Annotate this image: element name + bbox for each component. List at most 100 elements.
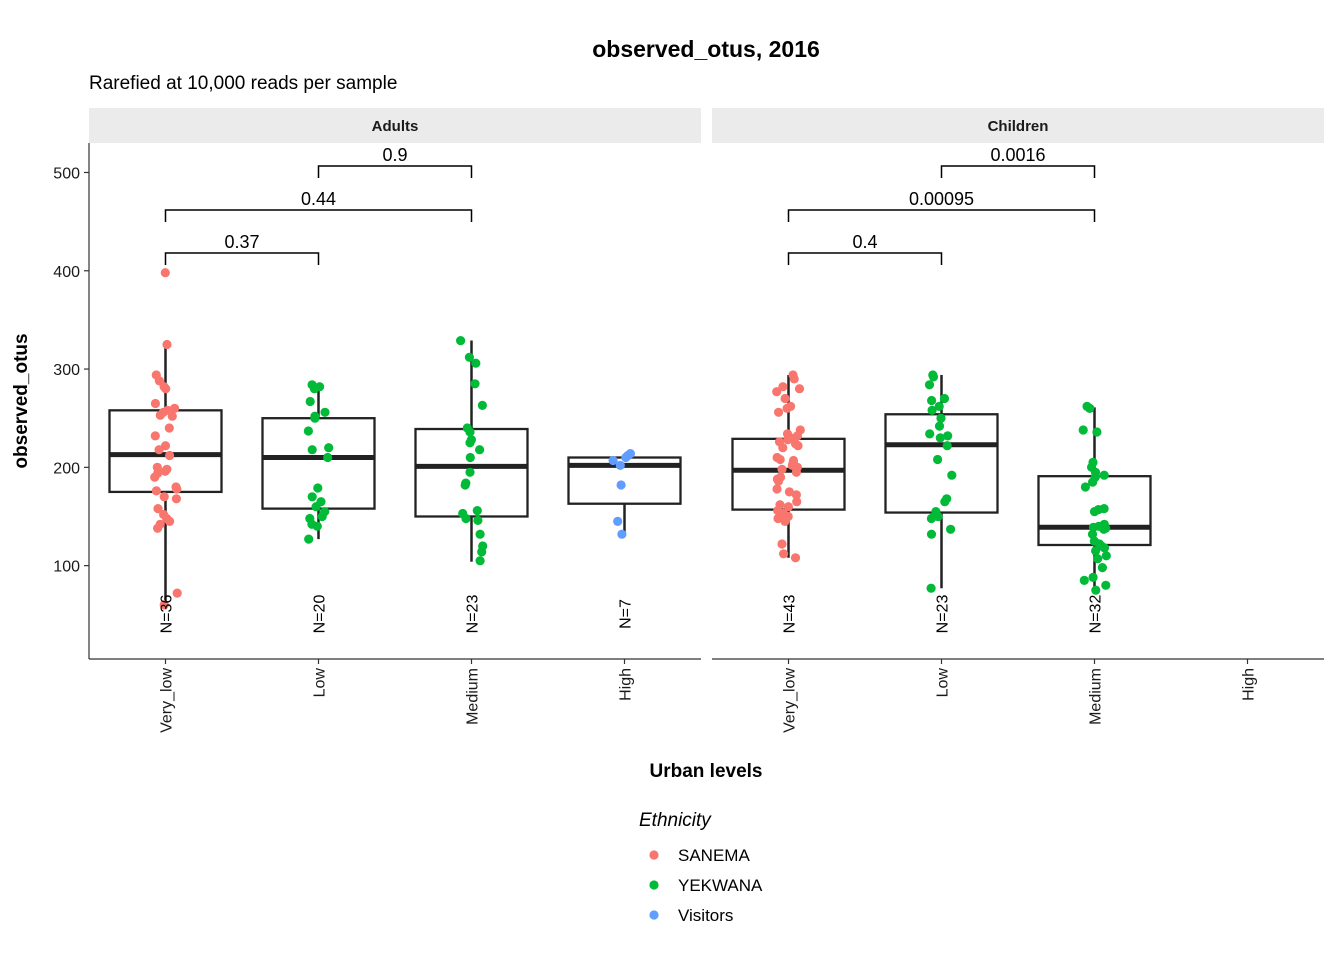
data-point [790,553,801,563]
y-tick-label: 400 [53,264,80,281]
data-point [460,480,470,490]
data-point [927,395,937,406]
sample-count-label: N=36 [159,595,176,634]
data-point [165,450,175,461]
data-point [323,452,333,463]
points-high [608,449,636,539]
data-point [613,516,623,527]
data-point [772,387,782,397]
data-point [946,524,956,534]
data-point [792,497,802,507]
data-point [794,384,805,394]
data-point [456,336,466,346]
points-low [924,370,957,593]
data-point [470,379,480,389]
bracket-line [787,252,943,265]
data-point [307,445,317,455]
data-point [313,483,323,493]
data-point [159,492,169,502]
data-point [305,396,315,407]
data-point [311,502,321,512]
facet-strip [712,108,1324,143]
data-point [936,413,946,423]
data-point [1101,580,1111,590]
y-tick-label: 200 [53,460,80,477]
data-point [777,539,787,549]
x-tick-label: Low [935,668,952,698]
data-point [782,403,792,413]
data-point [161,384,171,394]
data-point [320,407,330,417]
p-value-label: 0.4 [852,232,877,252]
data-point [616,480,626,490]
data-point [1089,507,1100,517]
data-point [164,423,174,433]
data-point [307,492,317,502]
box [108,409,223,494]
data-point [477,547,487,557]
data-point [926,529,937,539]
data-point [1078,425,1088,435]
y-tick-label: 500 [53,165,80,182]
data-point [155,410,165,420]
sample-count-label: N=7 [618,599,635,629]
data-point [933,454,943,465]
data-point [940,497,950,507]
comparison-bracket: 0.9 [317,145,473,178]
data-point [1099,543,1110,553]
data-point [778,382,788,392]
data-point [171,494,181,504]
data-point [160,268,170,278]
x-tick-label: Very_low [782,668,799,733]
points-very_low [150,268,182,610]
data-point [928,372,939,382]
data-point [465,438,475,448]
data-point [304,534,314,544]
data-point [1079,575,1089,586]
data-point [777,464,787,474]
data-point [471,358,481,368]
data-point [779,549,789,559]
points-low [303,380,334,544]
data-point [784,487,795,497]
data-point [942,441,952,451]
legend-label: Visitors [678,906,733,925]
data-point [780,516,790,527]
data-point [1092,427,1102,437]
bracket-line [787,209,1096,222]
data-point [150,398,160,409]
legend-key [649,880,659,890]
boxplot-medium [414,340,529,562]
box [261,417,376,510]
data-point [1091,546,1101,556]
sample-count-label: N=23 [935,595,952,634]
data-point [172,484,182,494]
data-point [159,600,169,610]
data-point [947,470,957,480]
boxplot-very_low [108,271,223,603]
legend-key [649,910,659,920]
points-medium [456,336,488,566]
data-point [791,467,802,477]
facet-panel-children: Children Very_low Low Medium High N=43 N=23 N=3… [712,108,1324,733]
box [731,437,846,511]
x-tick-label: Medium [1088,668,1105,725]
data-point [303,426,313,436]
plot-layer: Adults 100 200 300 400 500 Very_low Low Medium Hi… [53,108,1324,925]
data-point [475,556,485,566]
sample-count-label: N=23 [465,595,482,634]
points-very_low [772,370,805,563]
data-point [1091,585,1101,595]
x-tick-label: High [1241,668,1258,701]
data-point [154,445,164,455]
data-point [783,502,794,512]
p-value-label: 0.44 [301,189,336,209]
data-point [935,433,945,443]
data-point [465,467,475,477]
sample-count-label: N=32 [1088,595,1105,634]
chart-title: observed_otus, 2016 [592,36,820,62]
data-point [170,403,180,413]
data-point [925,429,935,439]
data-point [324,443,334,453]
